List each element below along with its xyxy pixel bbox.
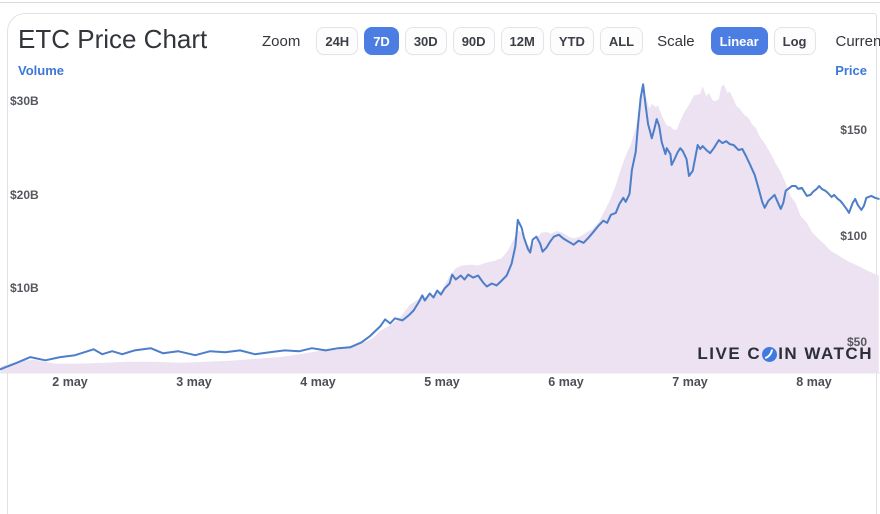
zoom-24h-button[interactable]: 24H: [316, 27, 358, 55]
currency-label: Currency:: [836, 33, 880, 50]
volume-axis-label: Volume: [18, 63, 64, 78]
price-tick-150: $150: [840, 123, 867, 137]
date-tick-7-may: 7 may: [672, 375, 707, 389]
volume-area-series: [1, 84, 879, 373]
zoom-12m-button[interactable]: 12M: [501, 27, 544, 55]
zoom-7d-button[interactable]: 7D: [364, 27, 399, 55]
date-tick-5-may: 5 may: [424, 375, 459, 389]
price-axis-label: Price: [835, 63, 867, 78]
date-tick-6-may: 6 may: [548, 375, 583, 389]
scale-linear-button[interactable]: Linear: [711, 27, 768, 55]
zoom-90d-button[interactable]: 90D: [453, 27, 495, 55]
date-tick-8-may: 8 may: [796, 375, 831, 389]
price-tick-100: $100: [840, 229, 867, 243]
scale-log-button[interactable]: Log: [774, 27, 816, 55]
zoom-all-button[interactable]: ALL: [600, 27, 643, 55]
date-tick-2-may: 2 may: [52, 375, 87, 389]
zoom-ytd-button[interactable]: YTD: [550, 27, 594, 55]
volume-tick-10b: $10B: [10, 281, 39, 295]
watermark-text-left: LIVE C: [697, 344, 761, 364]
scale-label: Scale: [657, 33, 695, 50]
page-title: ETC Price Chart: [18, 24, 207, 55]
livecoinwatch-watermark: LIVE C IN WATCH: [697, 344, 873, 364]
zoom-label: Zoom: [262, 33, 300, 50]
zoom-30d-button[interactable]: 30D: [405, 27, 447, 55]
date-tick-4-may: 4 may: [300, 375, 335, 389]
date-tick-3-may: 3 may: [176, 375, 211, 389]
volume-tick-20b: $20B: [10, 188, 39, 202]
watermark-text-right: IN WATCH: [778, 344, 873, 364]
volume-tick-30b: $30B: [10, 94, 39, 108]
coin-icon: [762, 347, 777, 362]
